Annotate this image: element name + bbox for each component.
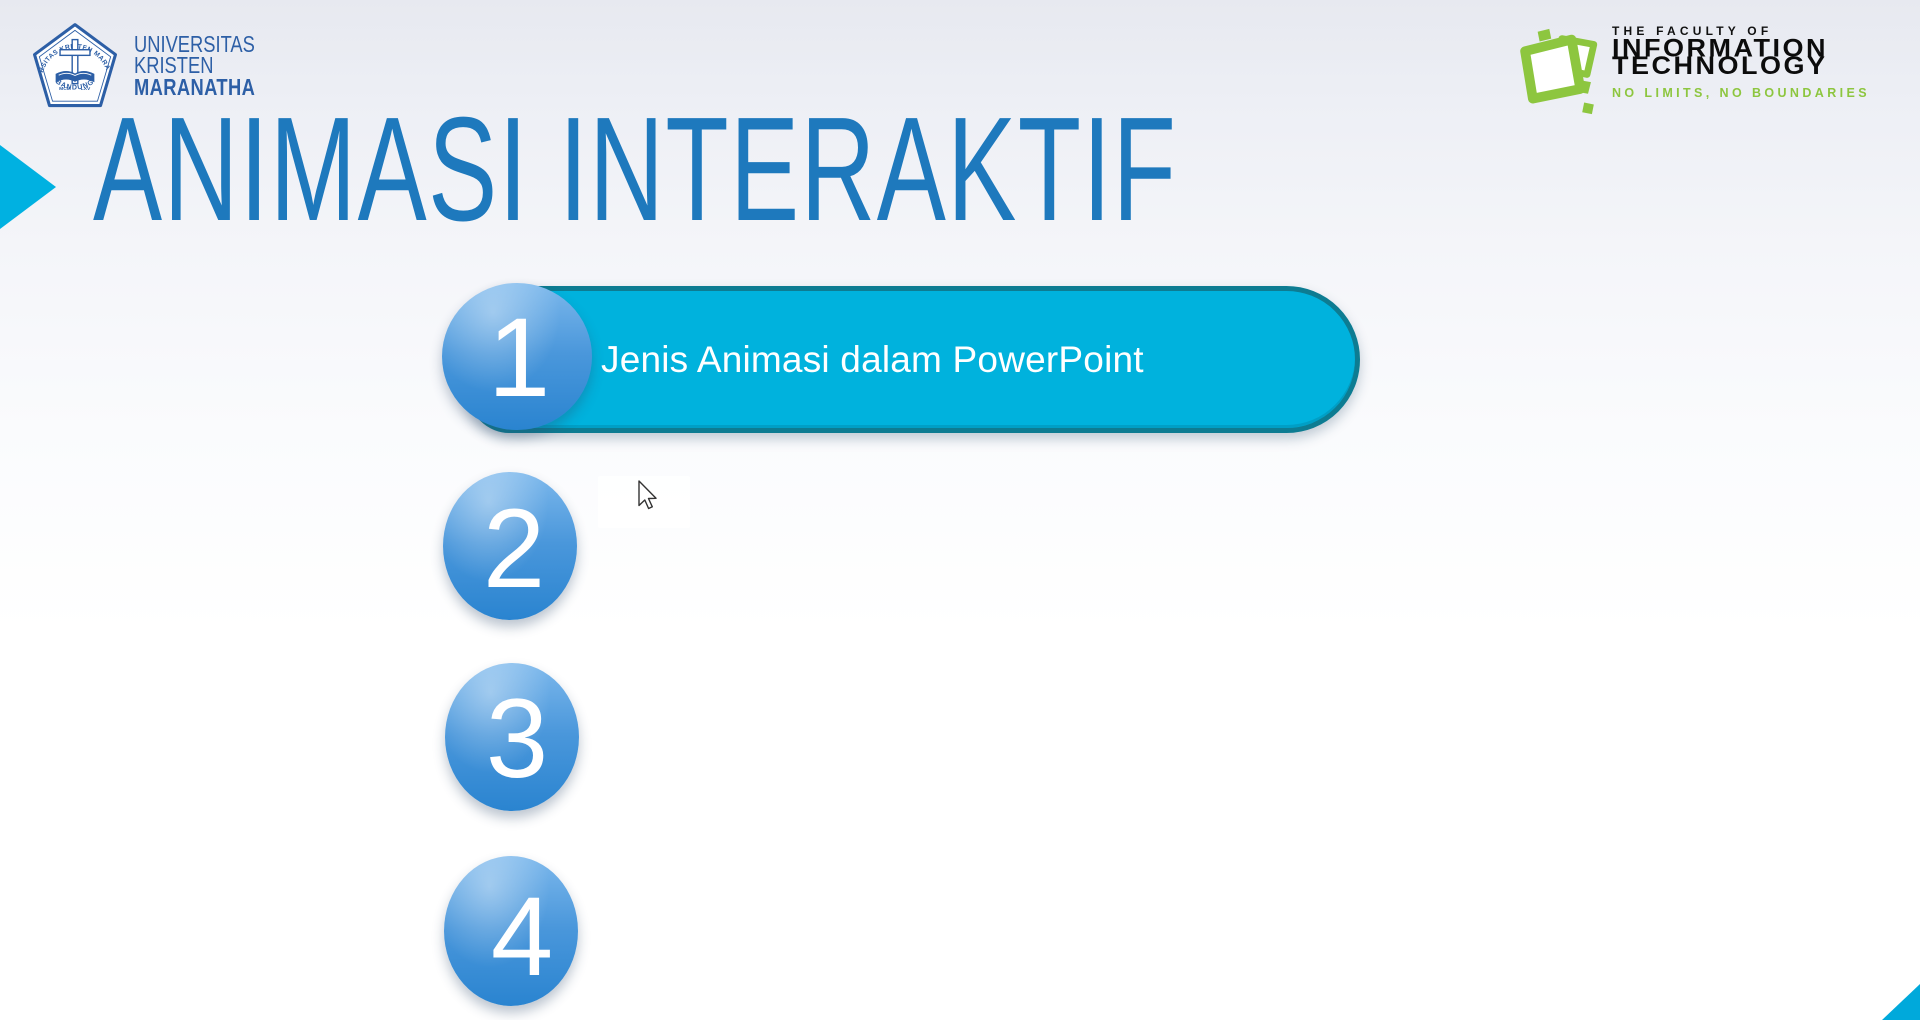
university-logo: UNIVERSITAS KRISTEN MARANATHA MCM LXV BA… xyxy=(28,22,289,110)
menu-item-2-number: 2 xyxy=(482,486,546,611)
faculty-name-line2: TECHNOLOGY xyxy=(1612,51,1828,80)
university-emblem-icon: UNIVERSITAS KRISTEN MARANATHA MCM LXV BA… xyxy=(28,22,118,108)
faculty-name-line1: INFORMATION xyxy=(1612,34,1828,63)
faculty-icon xyxy=(1520,28,1598,115)
university-name: UNIVERSITAS KRISTEN MARANATHA xyxy=(134,30,256,100)
menu-item-1-number: 1 xyxy=(487,294,551,420)
menu-item-2-circle[interactable]: 2 xyxy=(443,472,577,620)
emblem-year-right: LXV xyxy=(81,86,91,92)
mouse-cursor-icon xyxy=(638,480,657,510)
ghost-highlight xyxy=(598,476,690,528)
faculty-tagline: NO LIMITS, NO BOUNDARIES xyxy=(1612,86,1870,100)
menu-item-4-number: 4 xyxy=(490,874,554,999)
emblem-year-left: MCM xyxy=(59,86,71,92)
menu-item-1-label: Jenis Animasi dalam PowerPoint xyxy=(601,338,1144,380)
faculty-logo: THE FACULTY OF INFORMATION TECHNOLOGY NO… xyxy=(1516,20,1870,118)
menu-item-3-number: 3 xyxy=(485,676,549,801)
menu-item-3-circle[interactable]: 3 xyxy=(445,663,579,811)
cross-icon xyxy=(71,38,79,85)
menu-item-4-circle[interactable]: 4 xyxy=(444,856,578,1006)
faculty-text: THE FACULTY OF INFORMATION TECHNOLOGY NO… xyxy=(1612,20,1870,100)
university-name-line2: KRISTEN xyxy=(134,52,214,79)
menu-item-1-pill[interactable]: Jenis Animasi dalam PowerPoint xyxy=(468,286,1360,433)
faculty-supertitle: THE FACULTY OF xyxy=(1612,24,1773,38)
title-bullet-triangle-icon xyxy=(0,145,56,229)
menu-item-1-circle[interactable]: 1 xyxy=(442,283,592,430)
university-name-line1: UNIVERSITAS xyxy=(134,30,255,57)
corner-accent-triangle-icon xyxy=(1882,984,1920,1020)
university-name-line3: MARANATHA xyxy=(134,73,256,100)
page-title: ANIMASI INTERAKTIF xyxy=(93,87,1178,252)
